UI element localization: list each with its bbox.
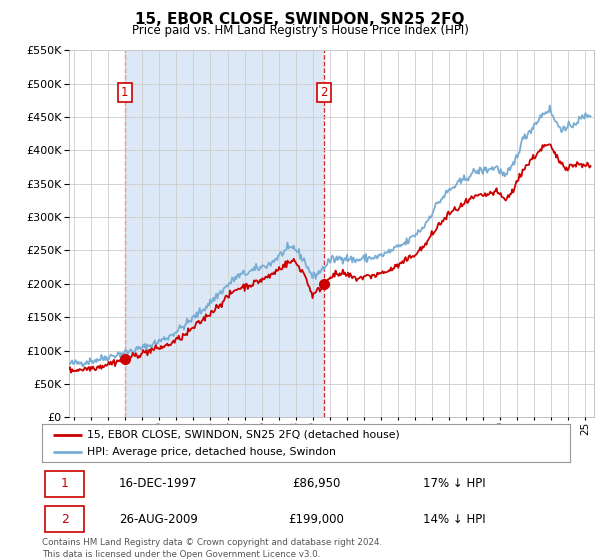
Text: 1: 1: [121, 86, 128, 99]
Text: 2: 2: [61, 512, 68, 526]
Text: 14% ↓ HPI: 14% ↓ HPI: [422, 512, 485, 526]
Text: £199,000: £199,000: [289, 512, 344, 526]
Text: 17% ↓ HPI: 17% ↓ HPI: [422, 477, 485, 491]
FancyBboxPatch shape: [44, 471, 84, 497]
Text: 1: 1: [61, 477, 68, 491]
Text: 16-DEC-1997: 16-DEC-1997: [119, 477, 197, 491]
Text: HPI: Average price, detached house, Swindon: HPI: Average price, detached house, Swin…: [87, 447, 336, 458]
Text: 26-AUG-2009: 26-AUG-2009: [119, 512, 197, 526]
Text: 15, EBOR CLOSE, SWINDON, SN25 2FQ (detached house): 15, EBOR CLOSE, SWINDON, SN25 2FQ (detac…: [87, 430, 400, 440]
Text: 15, EBOR CLOSE, SWINDON, SN25 2FQ: 15, EBOR CLOSE, SWINDON, SN25 2FQ: [135, 12, 465, 27]
Bar: [125, 50, 324, 417]
Text: Contains HM Land Registry data © Crown copyright and database right 2024.
This d: Contains HM Land Registry data © Crown c…: [42, 538, 382, 559]
Text: Price paid vs. HM Land Registry's House Price Index (HPI): Price paid vs. HM Land Registry's House …: [131, 24, 469, 37]
Text: £86,950: £86,950: [292, 477, 341, 491]
Text: 2: 2: [320, 86, 328, 99]
FancyBboxPatch shape: [44, 506, 84, 532]
